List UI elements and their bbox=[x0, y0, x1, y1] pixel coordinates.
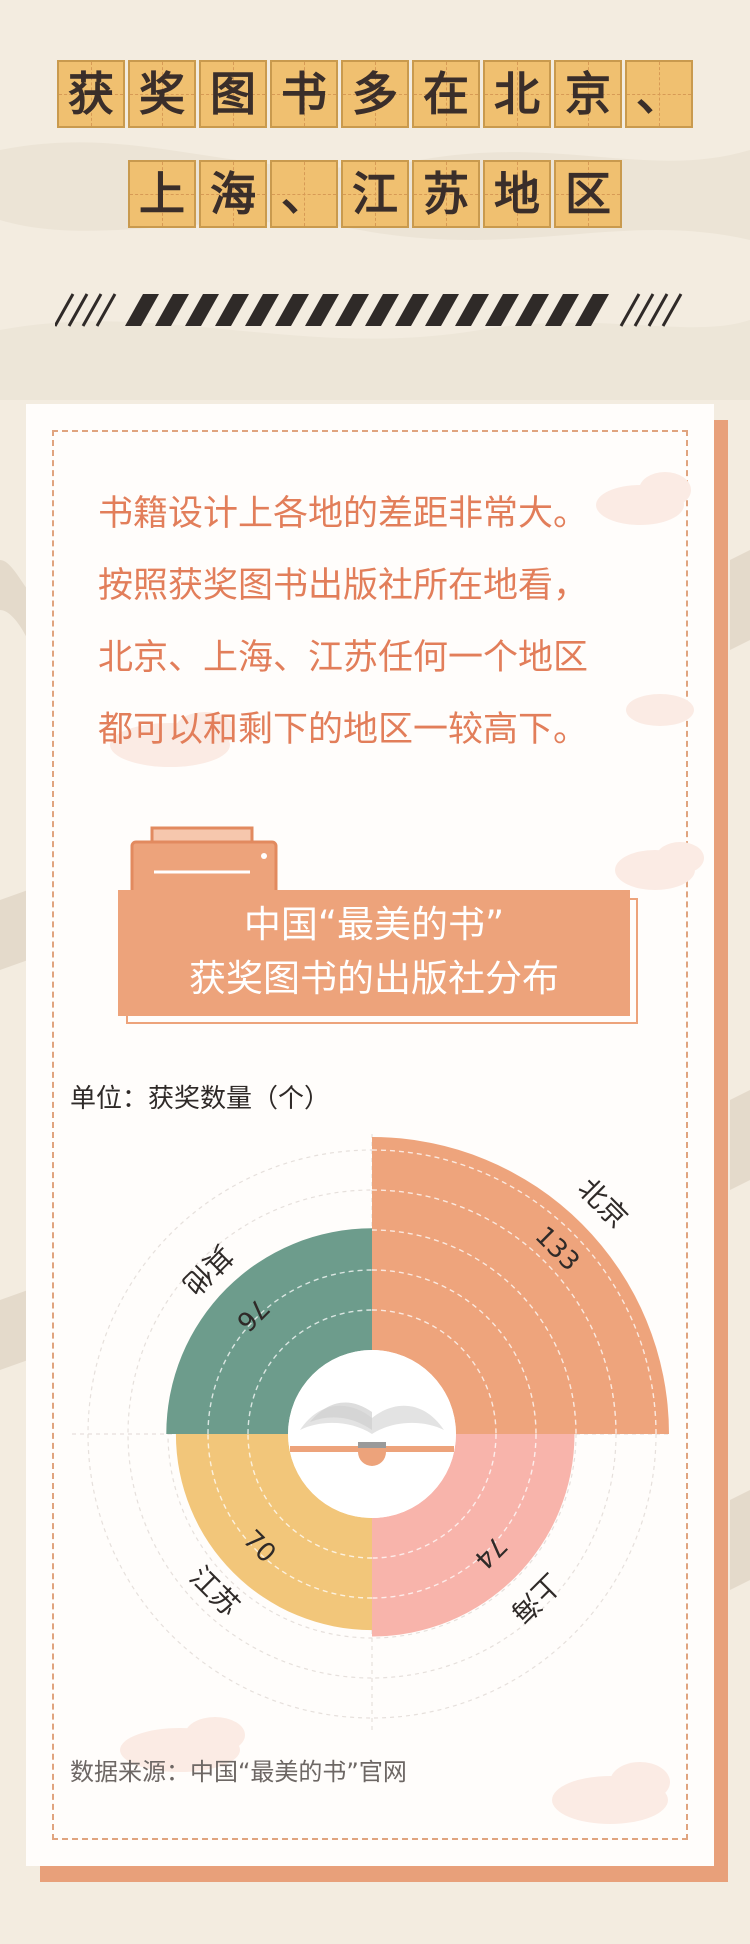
intro-line: 都可以和剩下的地区一较高下。 bbox=[98, 710, 589, 750]
chart-title: 中国“最美的书” 获奖图书的出版社分布 bbox=[118, 898, 630, 1006]
sector-3 bbox=[166, 1228, 372, 1434]
chart-sector-gridlines bbox=[207, 1149, 657, 1599]
sector-2 bbox=[175, 1434, 372, 1631]
decorative-stripes bbox=[55, 293, 683, 327]
printer-icon bbox=[130, 826, 278, 896]
title-char: 地 bbox=[483, 160, 551, 228]
title-char: 北 bbox=[483, 60, 551, 128]
title-char: 多 bbox=[341, 60, 409, 128]
title-char: 区 bbox=[554, 160, 622, 228]
title-char: 、 bbox=[625, 60, 693, 128]
title-char: 图 bbox=[199, 60, 267, 128]
sector-gridline bbox=[207, 1433, 373, 1599]
sector-gridline bbox=[371, 1269, 537, 1435]
sector-1 bbox=[372, 1434, 575, 1637]
sector-gridline bbox=[371, 1149, 657, 1435]
data-source: 数据来源：中国“最美的书”官网 bbox=[70, 1758, 407, 1786]
title-char: 江 bbox=[341, 160, 409, 228]
title-line-2: 上 海 、 江 苏 地 区 bbox=[0, 160, 750, 228]
intro-line: 按照获奖图书出版社所在地看， bbox=[98, 566, 589, 606]
title-char: 书 bbox=[270, 60, 338, 128]
chart-title-line-2: 获奖图书的出版社分布 bbox=[189, 957, 559, 1000]
title-char: 苏 bbox=[412, 160, 480, 228]
title-char: 上 bbox=[128, 160, 196, 228]
book-icon bbox=[288, 1350, 456, 1518]
card-dashed-border bbox=[52, 430, 688, 1840]
title-char: 京 bbox=[554, 60, 622, 128]
title-line-1: 获 奖 图 书 多 在 北 京 、 bbox=[0, 60, 750, 128]
chart-banner bbox=[118, 890, 630, 1016]
sector-gridline bbox=[371, 1189, 617, 1435]
sector-0 bbox=[372, 1137, 669, 1434]
unit-label: 单位：获奖数量（个） bbox=[70, 1084, 331, 1114]
title-char: 奖 bbox=[128, 60, 196, 128]
chart-title-line-1: 中国“最美的书” bbox=[243, 903, 505, 946]
sector-gridline bbox=[371, 1229, 577, 1435]
sector-gridline bbox=[207, 1269, 373, 1435]
title-char: 获 bbox=[57, 60, 125, 128]
sector-gridline bbox=[371, 1433, 537, 1599]
chart-sectors bbox=[166, 1137, 669, 1637]
title-char: 海 bbox=[199, 160, 267, 228]
title-char: 、 bbox=[270, 160, 338, 228]
title-char: 在 bbox=[412, 60, 480, 128]
intro-paragraph: 书籍设计上各地的差距非常大。 按照获奖图书出版社所在地看， 北京、上海、江苏任何… bbox=[98, 478, 698, 766]
intro-line: 北京、上海、江苏任何一个地区 bbox=[98, 638, 589, 678]
intro-line: 书籍设计上各地的差距非常大。 bbox=[98, 494, 589, 534]
